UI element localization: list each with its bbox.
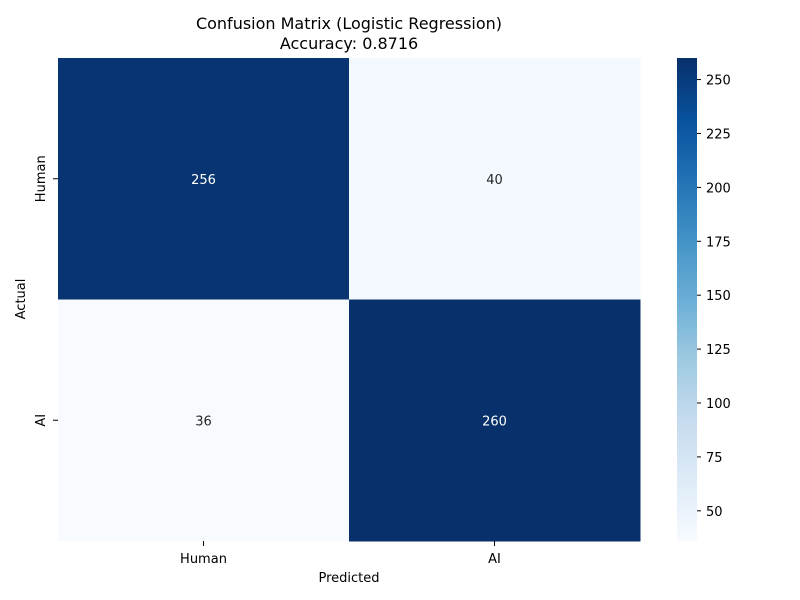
colorbar-tick-label-2: 100 — [706, 397, 731, 412]
y-tick-label-1: AI — [34, 414, 49, 427]
colorbar — [677, 58, 697, 541]
heatmap-cell-0-0 — [58, 58, 350, 300]
colorbar-tick-label-7: 225 — [706, 127, 731, 142]
x-tick-label-1: AI — [488, 552, 501, 567]
colorbar-ticks: 50 75 100 125 150 175 200 225 250 — [697, 74, 731, 520]
heatmap-cell-1-0 — [58, 299, 350, 542]
colorbar-tick-label-8: 250 — [706, 74, 731, 89]
heatmap-cell-0-1 — [349, 58, 641, 300]
colorbar-tick-label-6: 200 — [706, 181, 731, 196]
cell-value-1-0: 36 — [195, 414, 212, 429]
x-tick-label-0: Human — [180, 552, 227, 567]
chart-title: Confusion Matrix (Logistic Regression) — [196, 14, 502, 33]
heatmap-cell-labels: 256 40 36 260 — [191, 173, 507, 430]
colorbar-tick-label-5: 175 — [706, 235, 731, 250]
y-tick-label-0: Human — [34, 155, 49, 202]
colorbar-tick-label-1: 75 — [706, 451, 723, 466]
x-axis-label: Predicted — [318, 571, 379, 586]
cell-value-0-0: 256 — [191, 173, 216, 188]
heatmap-cells — [58, 58, 641, 542]
chart-subtitle: Accuracy: 0.8716 — [280, 34, 418, 53]
cell-value-1-1: 260 — [482, 414, 507, 429]
colorbar-tick-label-0: 50 — [706, 505, 723, 520]
y-axis-label: Actual — [14, 279, 29, 320]
y-axis-ticks: Human AI — [34, 155, 58, 427]
colorbar-tick-label-4: 150 — [706, 289, 731, 304]
x-axis-ticks: Human AI — [180, 541, 501, 567]
heatmap-cell-1-1 — [349, 299, 641, 542]
cell-value-0-1: 40 — [486, 173, 503, 188]
colorbar-tick-label-3: 125 — [706, 343, 731, 358]
